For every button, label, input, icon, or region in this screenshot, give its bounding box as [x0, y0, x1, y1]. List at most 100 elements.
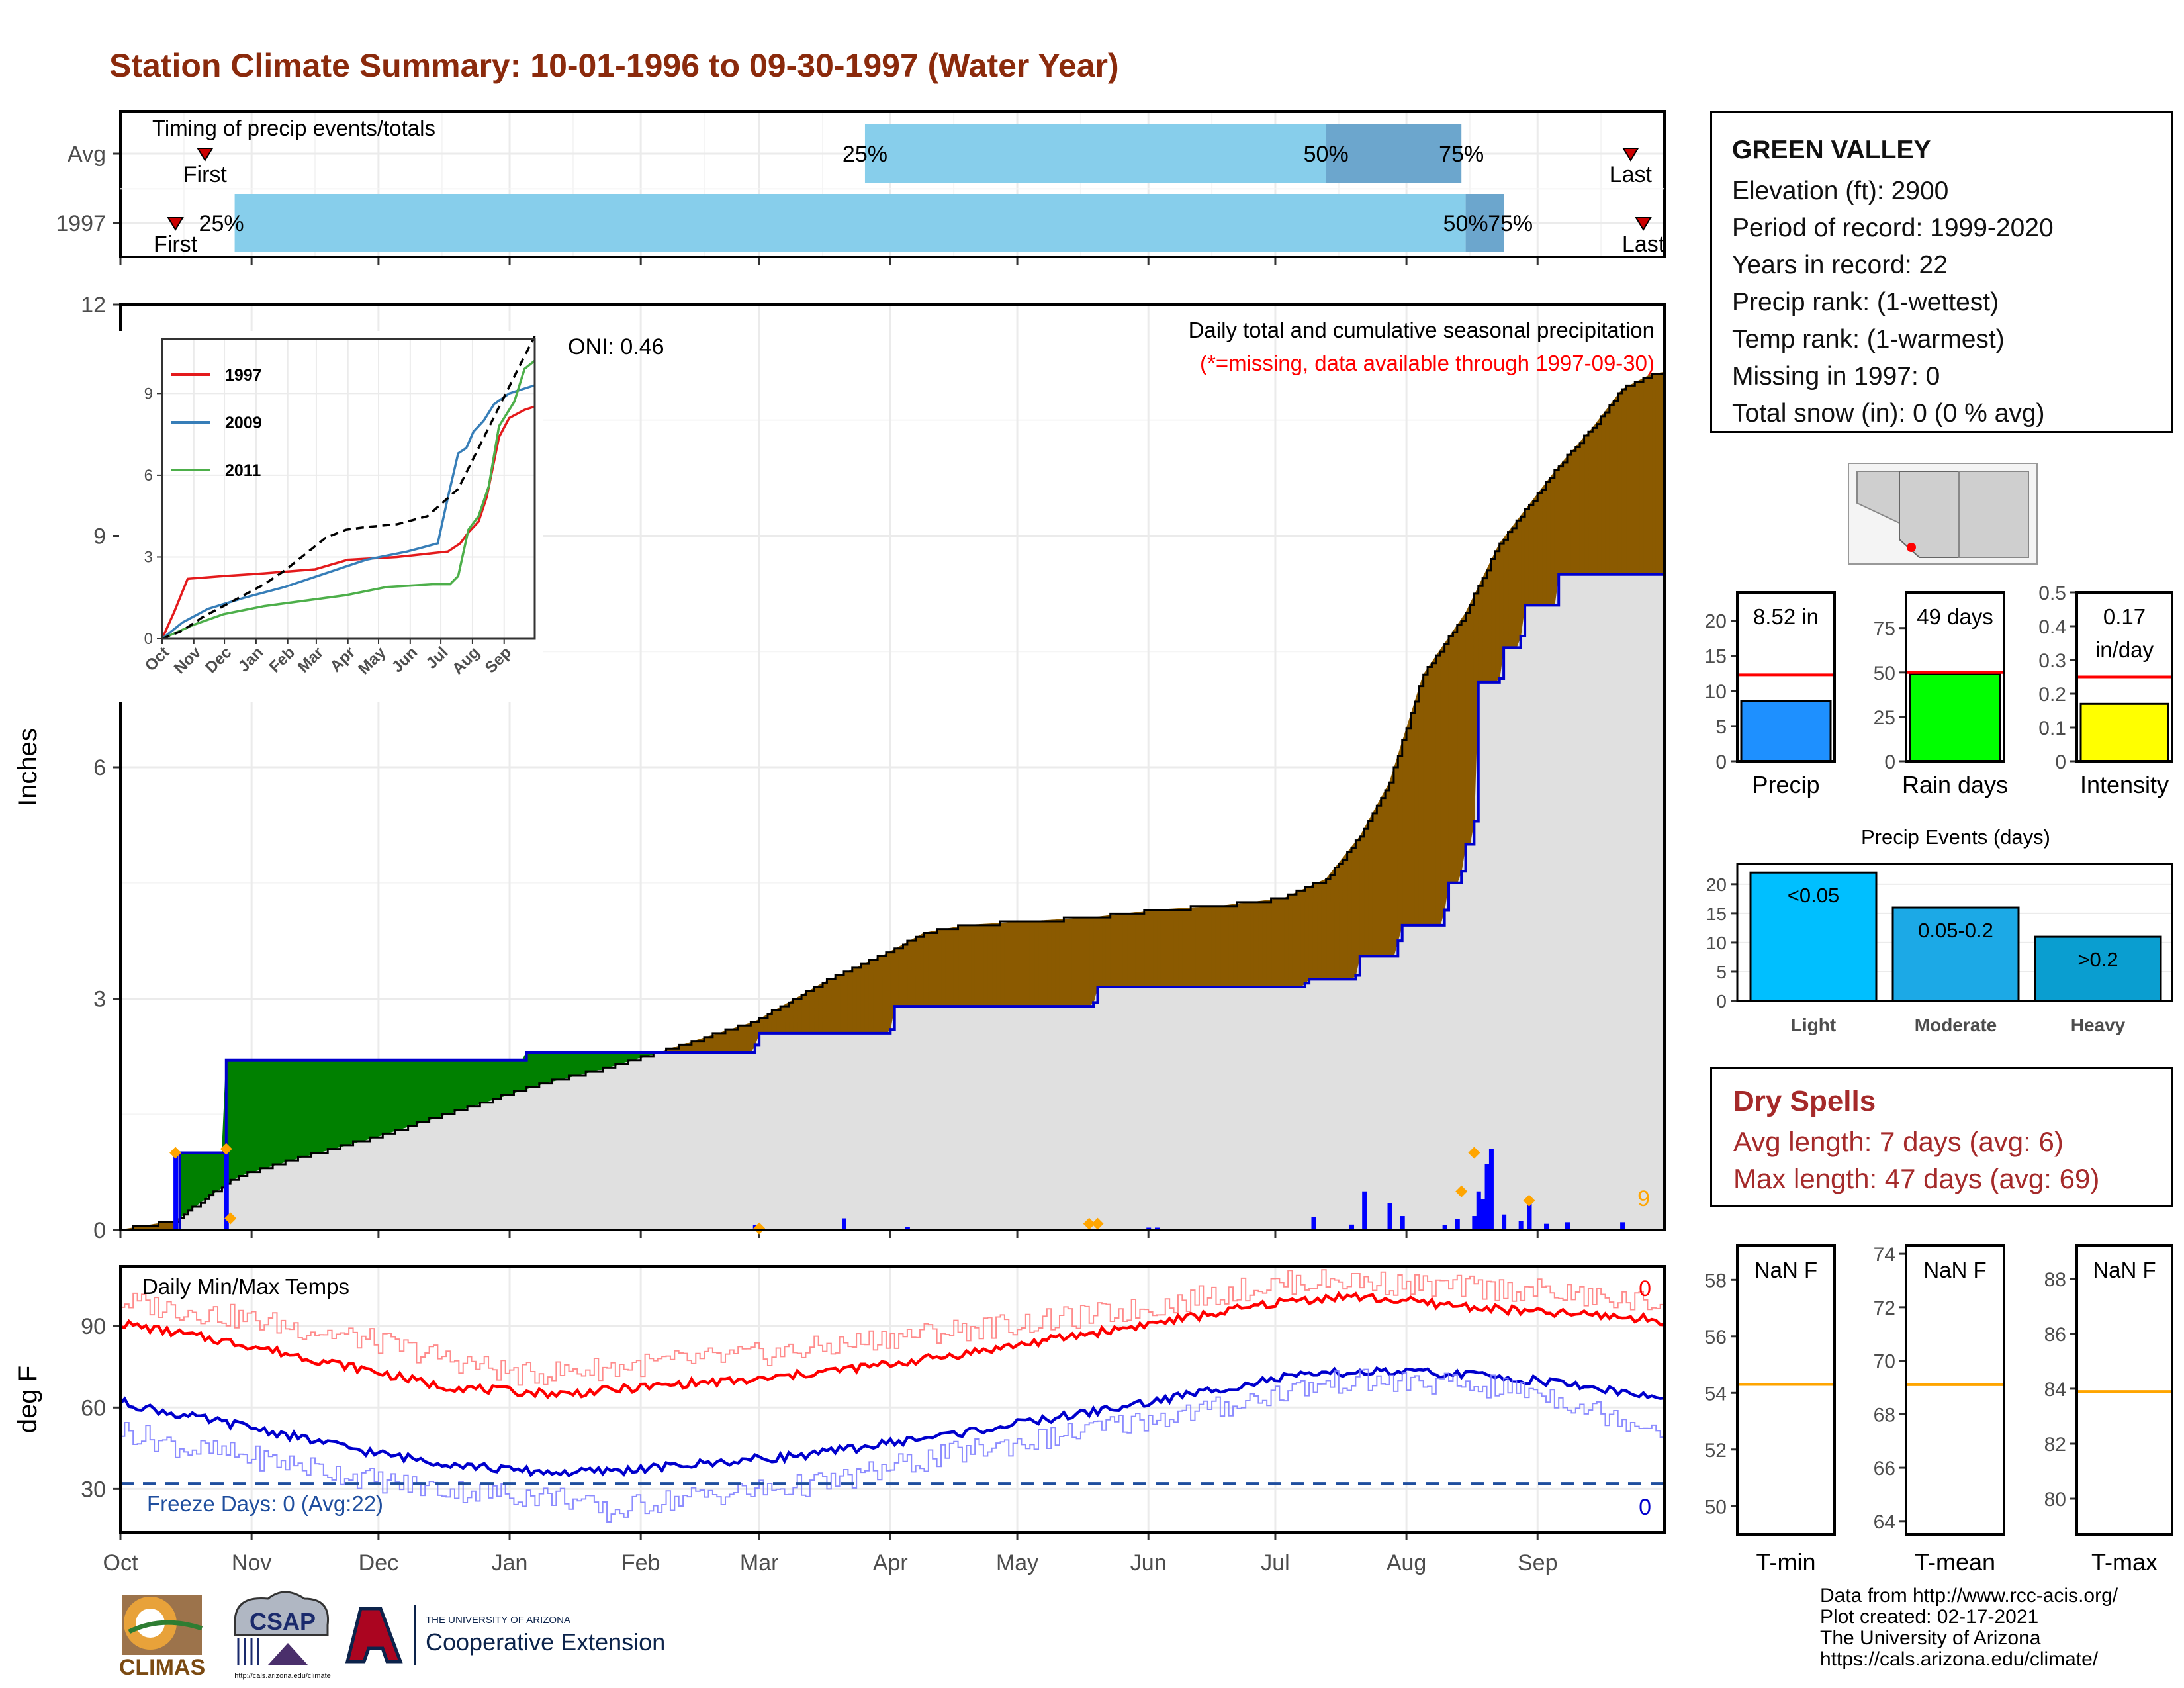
precip-event-category: Moderate — [1915, 1015, 1997, 1035]
precip-events-y-tick-label: 5 — [1716, 962, 1727, 982]
precip-events-chart: Precip Events (days) 0 5 10 15 20 <0.05 Light 0.… — [1706, 825, 2173, 1035]
station-info-panel: GREEN VALLEY Elevation (ft): 2900 Period… — [1710, 111, 2173, 433]
x-month-label: Nov — [232, 1550, 271, 1575]
temperature-chart: 30 60 90 Freeze Days: 0 (Avg:22) Daily Min/M… — [13, 1265, 1666, 1540]
precip-total-chart: 0 5 10 15 20 8.52 in Precip — [1705, 591, 1836, 798]
inset-y-tick-label: 9 — [144, 385, 153, 402]
ua-big-text: Cooperative Extension — [426, 1628, 665, 1656]
intensity-chart-y-tick-label: 0.1 — [2038, 718, 2066, 739]
precip-total-chart-y-tick-label: 15 — [1705, 646, 1727, 668]
page-title: Station Climate Summary: 10-01-1996 to 0… — [109, 47, 1119, 84]
dry-spells-avg: Avg length: 7 days (avg: 6) — [1733, 1126, 2064, 1157]
temp-series-line — [119, 1366, 1665, 1478]
inset-y-tick-label: 0 — [144, 630, 153, 648]
observed-cumulative-line — [120, 573, 1666, 1231]
x-month-label: Feb — [621, 1550, 660, 1575]
daily-precip-bar — [841, 1218, 846, 1230]
precip-y-tick-label: 6 — [93, 755, 106, 780]
precip-y-tick-label: 12 — [81, 293, 106, 318]
intensity-chart-y-tick-label: 0.3 — [2038, 650, 2066, 672]
tmin-chart-y-tick-label: 56 — [1705, 1327, 1727, 1348]
event-marker — [753, 1222, 766, 1235]
daily-precip-bar — [905, 1227, 910, 1230]
precip-event-category: Heavy — [2071, 1015, 2126, 1035]
event-marker — [224, 1212, 237, 1225]
daily-precip-bar — [1620, 1222, 1625, 1230]
last-label: Last — [1610, 162, 1653, 187]
max-count-label: 0 — [1639, 1276, 1651, 1301]
precip-y-tick-label: 3 — [93, 987, 106, 1012]
rain-days-chart-frame — [1905, 591, 2005, 763]
last-label: Last — [1622, 232, 1665, 257]
tmin-chart-y-tick-label: 54 — [1705, 1383, 1727, 1405]
timing-title: Timing of precip events/totals — [152, 116, 435, 140]
precip-total-chart-y-tick-label: 20 — [1705, 611, 1727, 633]
x-month-label: Sep — [1518, 1550, 1558, 1575]
tmin-chart-frame — [1736, 1244, 1836, 1536]
daily-precip-bar — [1488, 1149, 1494, 1230]
station-location-dot — [1907, 543, 1916, 552]
dry-spells-panel: Dry Spells Avg length: 7 days (avg: 6) M… — [1710, 1067, 2173, 1207]
intensity-chart-bar — [2079, 702, 2169, 763]
intensity-chart-frame — [2075, 591, 2173, 763]
rain-days-chart-y-tick-label: 0 — [1884, 751, 1895, 773]
timing-p50-label: 50% — [1304, 142, 1349, 167]
x-month-label: Jun — [1130, 1550, 1167, 1575]
tmax-chart-y-tick-label: 80 — [2044, 1489, 2066, 1511]
ua-small-text: THE UNIVERSITY OF ARIZONA — [426, 1615, 570, 1626]
station-line: Total snow (in): 0 (0 % avg) — [1732, 399, 2045, 428]
dry-spells-title: Dry Spells — [1733, 1085, 1876, 1117]
event-marker — [1455, 1185, 1468, 1197]
first-label: First — [183, 162, 228, 187]
map-state — [1958, 471, 2029, 558]
timing-p75-label: 75% — [1439, 142, 1484, 167]
rain-days-chart-bar — [1909, 673, 2001, 763]
precip-y-axis-label: Inches — [13, 728, 42, 806]
inset-y-tick-label: 6 — [144, 467, 153, 485]
precip-y-tick-label: 0 — [93, 1218, 106, 1243]
timing-frame — [119, 110, 1666, 258]
event-marker — [1083, 1217, 1095, 1230]
inset-series-line — [161, 359, 536, 640]
rain-days-chart-y-tick-label: 25 — [1874, 707, 1895, 729]
tmin-chart-y-tick-label: 52 — [1705, 1440, 1727, 1462]
timing-p75-label: 75% — [1488, 211, 1533, 236]
intensity-chart-y-tick-label: 0.2 — [2038, 684, 2066, 706]
tmax-chart-label: T-max — [2091, 1548, 2158, 1575]
inset-y-tick-label: 3 — [144, 548, 153, 566]
daily-precip-bar — [1400, 1216, 1405, 1230]
inset-series-line — [161, 384, 535, 640]
tmean-chart-area — [1906, 1246, 2004, 1534]
station-line: Temp rank: (1-warmest) — [1732, 325, 2005, 353]
tmin-chart-area — [1737, 1246, 1835, 1534]
tmean-chart-y-tick-label: 64 — [1874, 1511, 1895, 1533]
credit-line: Data from http://www.rcc-acis.org/ — [1820, 1585, 2118, 1607]
credit-line: The University of Arizona — [1820, 1627, 2041, 1649]
daily-precip-bar — [1362, 1191, 1367, 1230]
precip-total-chart-y-tick-label: 10 — [1705, 681, 1727, 703]
temp-y-axis-label: deg F — [13, 1366, 42, 1433]
precip-event-bar-label: 0.05-0.2 — [1918, 919, 1993, 942]
precip-event-bar — [2034, 935, 2162, 1002]
tmin-chart-y-tick-label: 50 — [1705, 1496, 1727, 1518]
x-month-label: May — [996, 1550, 1038, 1575]
precip-event-bar-label: <0.05 — [1788, 884, 1839, 907]
x-month-label: Jan — [492, 1550, 528, 1575]
precip-total-chart-label: Precip — [1752, 771, 1819, 798]
intensity-chart-y-tick-label: 0.5 — [2038, 583, 2066, 604]
station-line: Period of record: 1999-2020 — [1732, 214, 2054, 242]
event-marker — [220, 1143, 232, 1155]
map-state-arizona — [1899, 471, 1960, 558]
station-line: Missing in 1997: 0 — [1732, 362, 1940, 391]
event-marker — [1091, 1217, 1104, 1230]
daily-precip-bar — [1518, 1221, 1524, 1230]
daily-precip-bar — [1472, 1216, 1477, 1230]
last-marker — [1622, 148, 1639, 162]
credit-line: Plot created: 02-17-2021 — [1820, 1606, 2039, 1628]
temp-series-line — [120, 1368, 1665, 1523]
daily-precip-bar — [1387, 1203, 1392, 1230]
x-month-label: Aug — [1387, 1550, 1427, 1575]
precip-total-chart-value-label: 8.52 in — [1753, 604, 1819, 629]
tmax-chart-y-tick-label: 82 — [2044, 1434, 2066, 1456]
